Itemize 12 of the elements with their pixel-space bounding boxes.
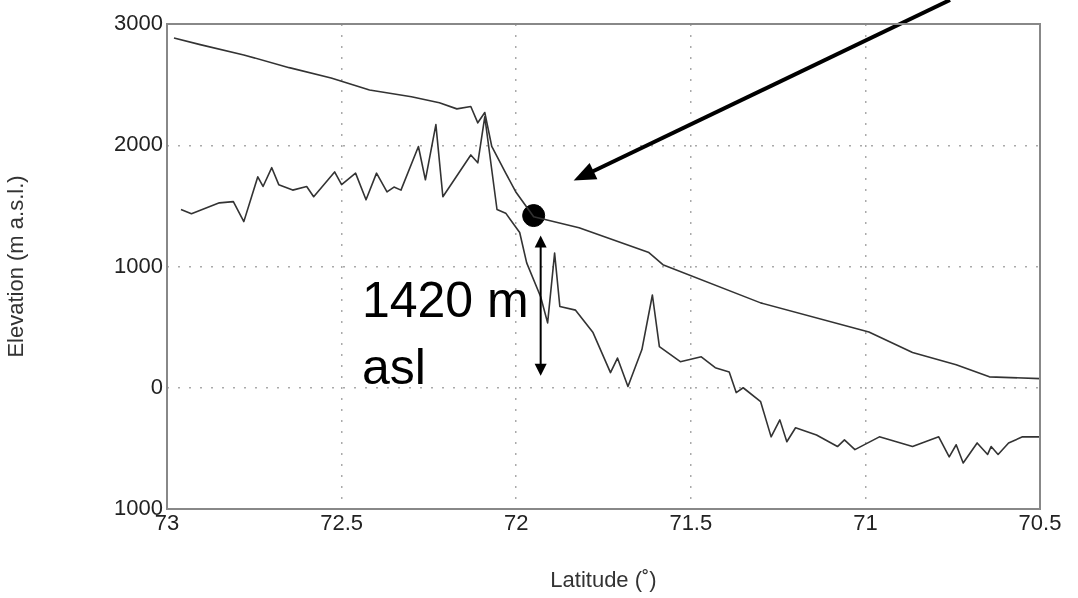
x-tick-label: 72 [503, 510, 529, 536]
x-tick-label: 71.5 [669, 510, 713, 536]
annotation: 1420 m asl [361, 271, 529, 395]
x-tick-label: 72.5 [320, 510, 364, 536]
y-tick-label: 3000 [114, 10, 163, 36]
y-tick-label: 0 [150, 373, 163, 399]
y-tick-label: 1000 [114, 252, 163, 278]
y-tick-label: 2000 [114, 131, 163, 157]
x-tick-label: 70.5 [1018, 510, 1062, 536]
y-axis-title: Elevation (m a.s.l.) [3, 175, 29, 358]
x-tick-label: 71 [853, 510, 878, 536]
x-axis-title: Latitude (˚) [550, 566, 657, 592]
